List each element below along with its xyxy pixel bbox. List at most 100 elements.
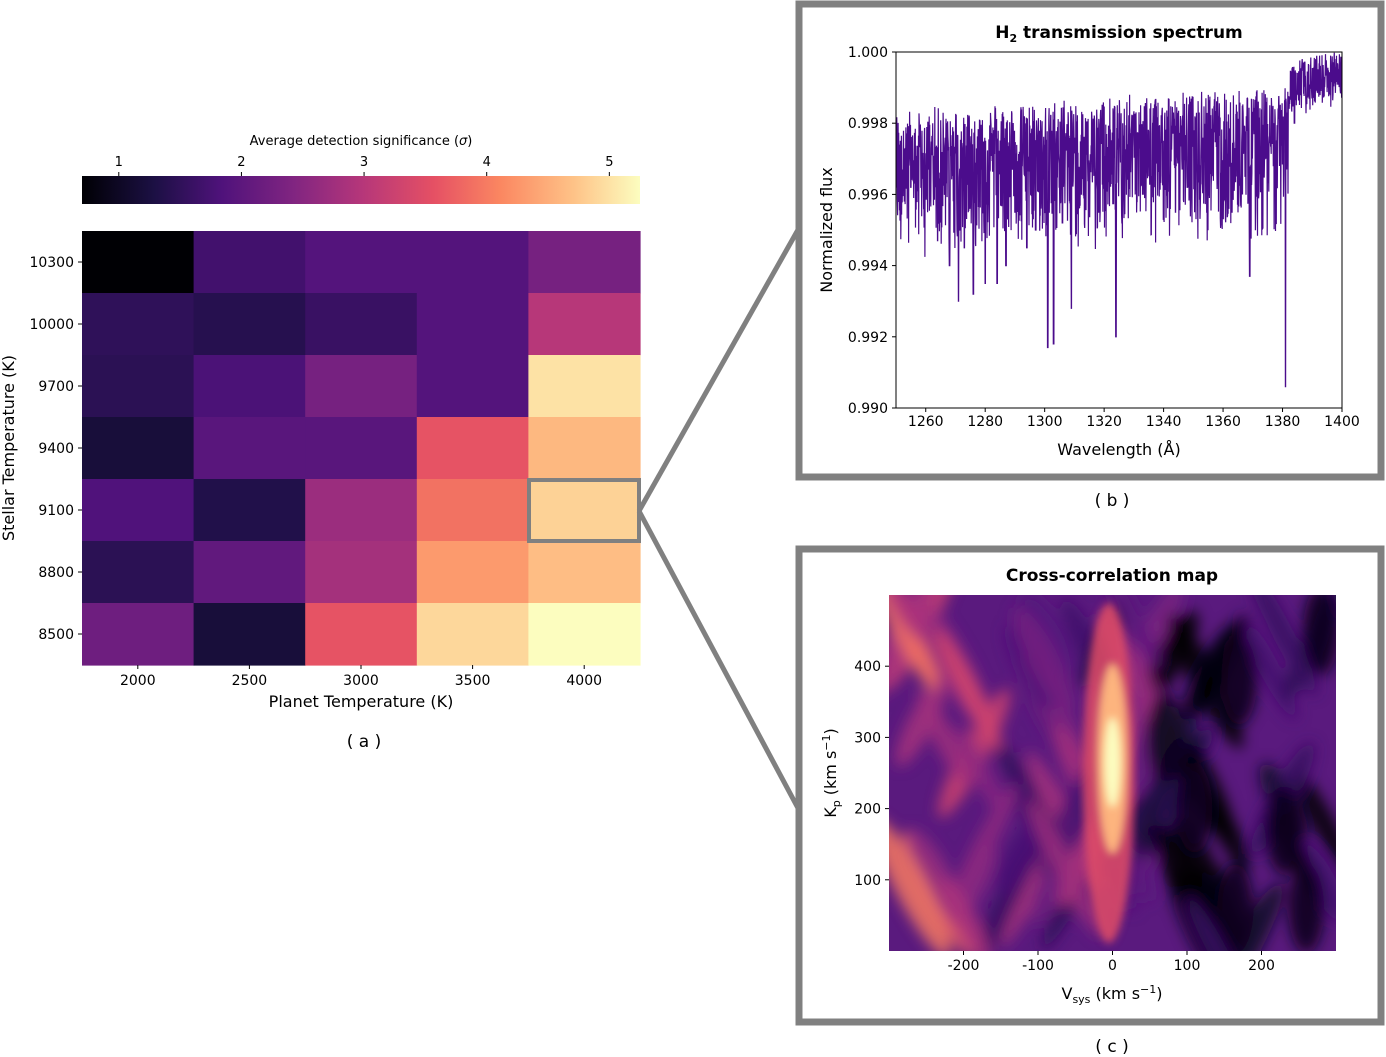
ccmap-y-tick-label: 100 bbox=[854, 873, 881, 889]
heatmap-cell bbox=[416, 541, 529, 604]
heatmap-x-tick-label: 3000 bbox=[343, 673, 379, 689]
heatmap-cell bbox=[528, 417, 641, 480]
heatmap-cell bbox=[82, 417, 195, 480]
heatmap-cell bbox=[193, 479, 306, 542]
ccmap-y-tick-label: 200 bbox=[854, 802, 881, 818]
ccmap-x-tick-label: -200 bbox=[948, 958, 980, 974]
heatmap-cell bbox=[305, 355, 418, 418]
ccmap-dark-patch bbox=[1265, 784, 1302, 875]
heatmap-cell bbox=[82, 541, 195, 604]
spectrum-panel: H2 transmission spectrum 1260 1280 1300 132… bbox=[795, 0, 1385, 511]
heatmap-cell bbox=[305, 293, 418, 356]
heatmap-x-tick-label: 2000 bbox=[120, 673, 156, 689]
spectrum-x-tick-label: 1280 bbox=[967, 414, 1003, 430]
ccmap-texture bbox=[1005, 626, 1055, 710]
spectrum-x-tick-label: 1380 bbox=[1265, 414, 1301, 430]
heatmap-cell bbox=[193, 541, 306, 604]
ccmap-x-tick-label: 200 bbox=[1248, 958, 1275, 974]
panel-label-a: ( a ) bbox=[347, 732, 382, 752]
heatmap-x-tick-label: 3500 bbox=[455, 673, 491, 689]
spectrum-x-tick-label: 1340 bbox=[1146, 414, 1182, 430]
ccmap-texture bbox=[1245, 595, 1318, 696]
panel-label-b: ( b ) bbox=[1095, 491, 1130, 511]
spectrum-xlabel: Wavelength (Å) bbox=[1057, 440, 1180, 459]
spectrum-line bbox=[896, 52, 1342, 388]
colorbar-tick-label: 1 bbox=[115, 155, 123, 170]
ccmap-texture bbox=[895, 677, 948, 767]
ccmap-dark-patch bbox=[1146, 692, 1183, 783]
colorbar-tick-label: 3 bbox=[360, 155, 368, 170]
heatmap-cell bbox=[416, 293, 529, 356]
ccmap-texture bbox=[995, 818, 1045, 896]
spectrum-y-tick-label: 0.990 bbox=[848, 401, 888, 417]
heatmap-x-tick-label: 2500 bbox=[232, 673, 268, 689]
colorbar-tick-label: 5 bbox=[605, 155, 613, 170]
spectrum-ylabel: Normalized flux bbox=[817, 167, 836, 293]
ccmap-peak-core bbox=[1104, 717, 1121, 808]
ccmap-y-tick-label: 300 bbox=[854, 730, 881, 746]
ccmap-y-tick-label: 400 bbox=[854, 659, 881, 675]
ccmap-ylabel: Kp (km s−1) bbox=[820, 728, 843, 818]
spectrum-axes bbox=[895, 51, 1343, 409]
ccmap-texture bbox=[935, 628, 1002, 749]
heatmap-y-tick-label: 8800 bbox=[38, 565, 74, 581]
heatmap-cell bbox=[82, 293, 195, 356]
heatmap-cell bbox=[82, 231, 195, 294]
heatmap-cell bbox=[416, 479, 529, 542]
colorbar-tick-label: 2 bbox=[237, 155, 245, 170]
ccmap-texture bbox=[1083, 595, 1160, 667]
connector-lines bbox=[636, 226, 802, 812]
ccmap-dark-patch bbox=[1288, 863, 1325, 951]
heatmap-panel: 2000 2500 3000 3500 4000 10300 10000 9700 9400 9… bbox=[0, 231, 641, 752]
ccmap-panel: Cross-correlation map -200 -100 0 100 200 10… bbox=[795, 545, 1385, 1057]
heatmap-cell bbox=[528, 479, 641, 542]
ccmap-texture bbox=[1026, 799, 1103, 938]
ccmap-xlabel: Vsys (km s−1) bbox=[1061, 983, 1162, 1006]
spectrum-y-tick-label: 0.994 bbox=[848, 259, 888, 275]
spectrum-y-tick-label: 0.996 bbox=[848, 187, 888, 203]
heatmap-cell bbox=[416, 417, 529, 480]
heatmap-cell bbox=[305, 417, 418, 480]
heatmap-y-tick-label: 10300 bbox=[29, 255, 74, 271]
ccmap-title: Cross-correlation map bbox=[1006, 566, 1218, 586]
ccmap-dark-patch bbox=[1303, 595, 1336, 676]
heatmap-ylabel: Stellar Temperature (K) bbox=[0, 355, 18, 541]
colorbar: Average detection significance (σ) 1 2 3 4 5 bbox=[82, 134, 640, 204]
heatmap-y-tick-label: 9700 bbox=[38, 379, 74, 395]
ccmap-texture bbox=[889, 595, 937, 692]
ccmap-texture bbox=[954, 725, 1008, 820]
heatmap-y-tick-label: 9100 bbox=[38, 503, 74, 519]
heatmap-cell bbox=[305, 541, 418, 604]
heatmap-cell bbox=[528, 603, 641, 666]
ccmap-texture bbox=[889, 817, 951, 951]
heatmap-xlabel: Planet Temperature (K) bbox=[269, 692, 454, 711]
heatmap-cell bbox=[416, 603, 529, 666]
spectrum-x-tick-label: 1360 bbox=[1205, 414, 1241, 430]
colorbar-label: Average detection significance (σ) bbox=[250, 134, 473, 149]
heatmap-cell bbox=[528, 541, 641, 604]
heatmap-cell bbox=[416, 355, 529, 418]
spectrum-x-tick-label: 1320 bbox=[1086, 414, 1122, 430]
heatmap-cell bbox=[305, 479, 418, 542]
heatmap-cell bbox=[82, 603, 195, 666]
ccmap-x-tick-label: -100 bbox=[1022, 958, 1054, 974]
ccmap-texture bbox=[917, 690, 973, 789]
spectrum-y-tick-label: 1.000 bbox=[848, 45, 888, 61]
heatmap-cell bbox=[82, 479, 195, 542]
spectrum-x-tick-label: 1260 bbox=[908, 414, 944, 430]
heatmap-y-tick-label: 10000 bbox=[29, 317, 74, 333]
heatmap-cell bbox=[528, 355, 641, 418]
ccmap-texture bbox=[1213, 882, 1284, 951]
heatmap-cell bbox=[305, 603, 418, 666]
heatmap-cell bbox=[416, 231, 529, 294]
heatmap-y-tick-label: 8500 bbox=[38, 627, 74, 643]
ccmap-x-tick-label: 0 bbox=[1108, 958, 1117, 974]
ccmap-texture bbox=[1013, 607, 1075, 713]
ccmap-dark-patch bbox=[1176, 763, 1213, 854]
heatmap-cell bbox=[193, 355, 306, 418]
colorbar-gradient bbox=[82, 176, 640, 204]
spectrum-y-tick-label: 0.992 bbox=[848, 330, 888, 346]
colorbar-tick-label: 4 bbox=[483, 155, 491, 170]
heatmap-cell bbox=[193, 603, 306, 666]
